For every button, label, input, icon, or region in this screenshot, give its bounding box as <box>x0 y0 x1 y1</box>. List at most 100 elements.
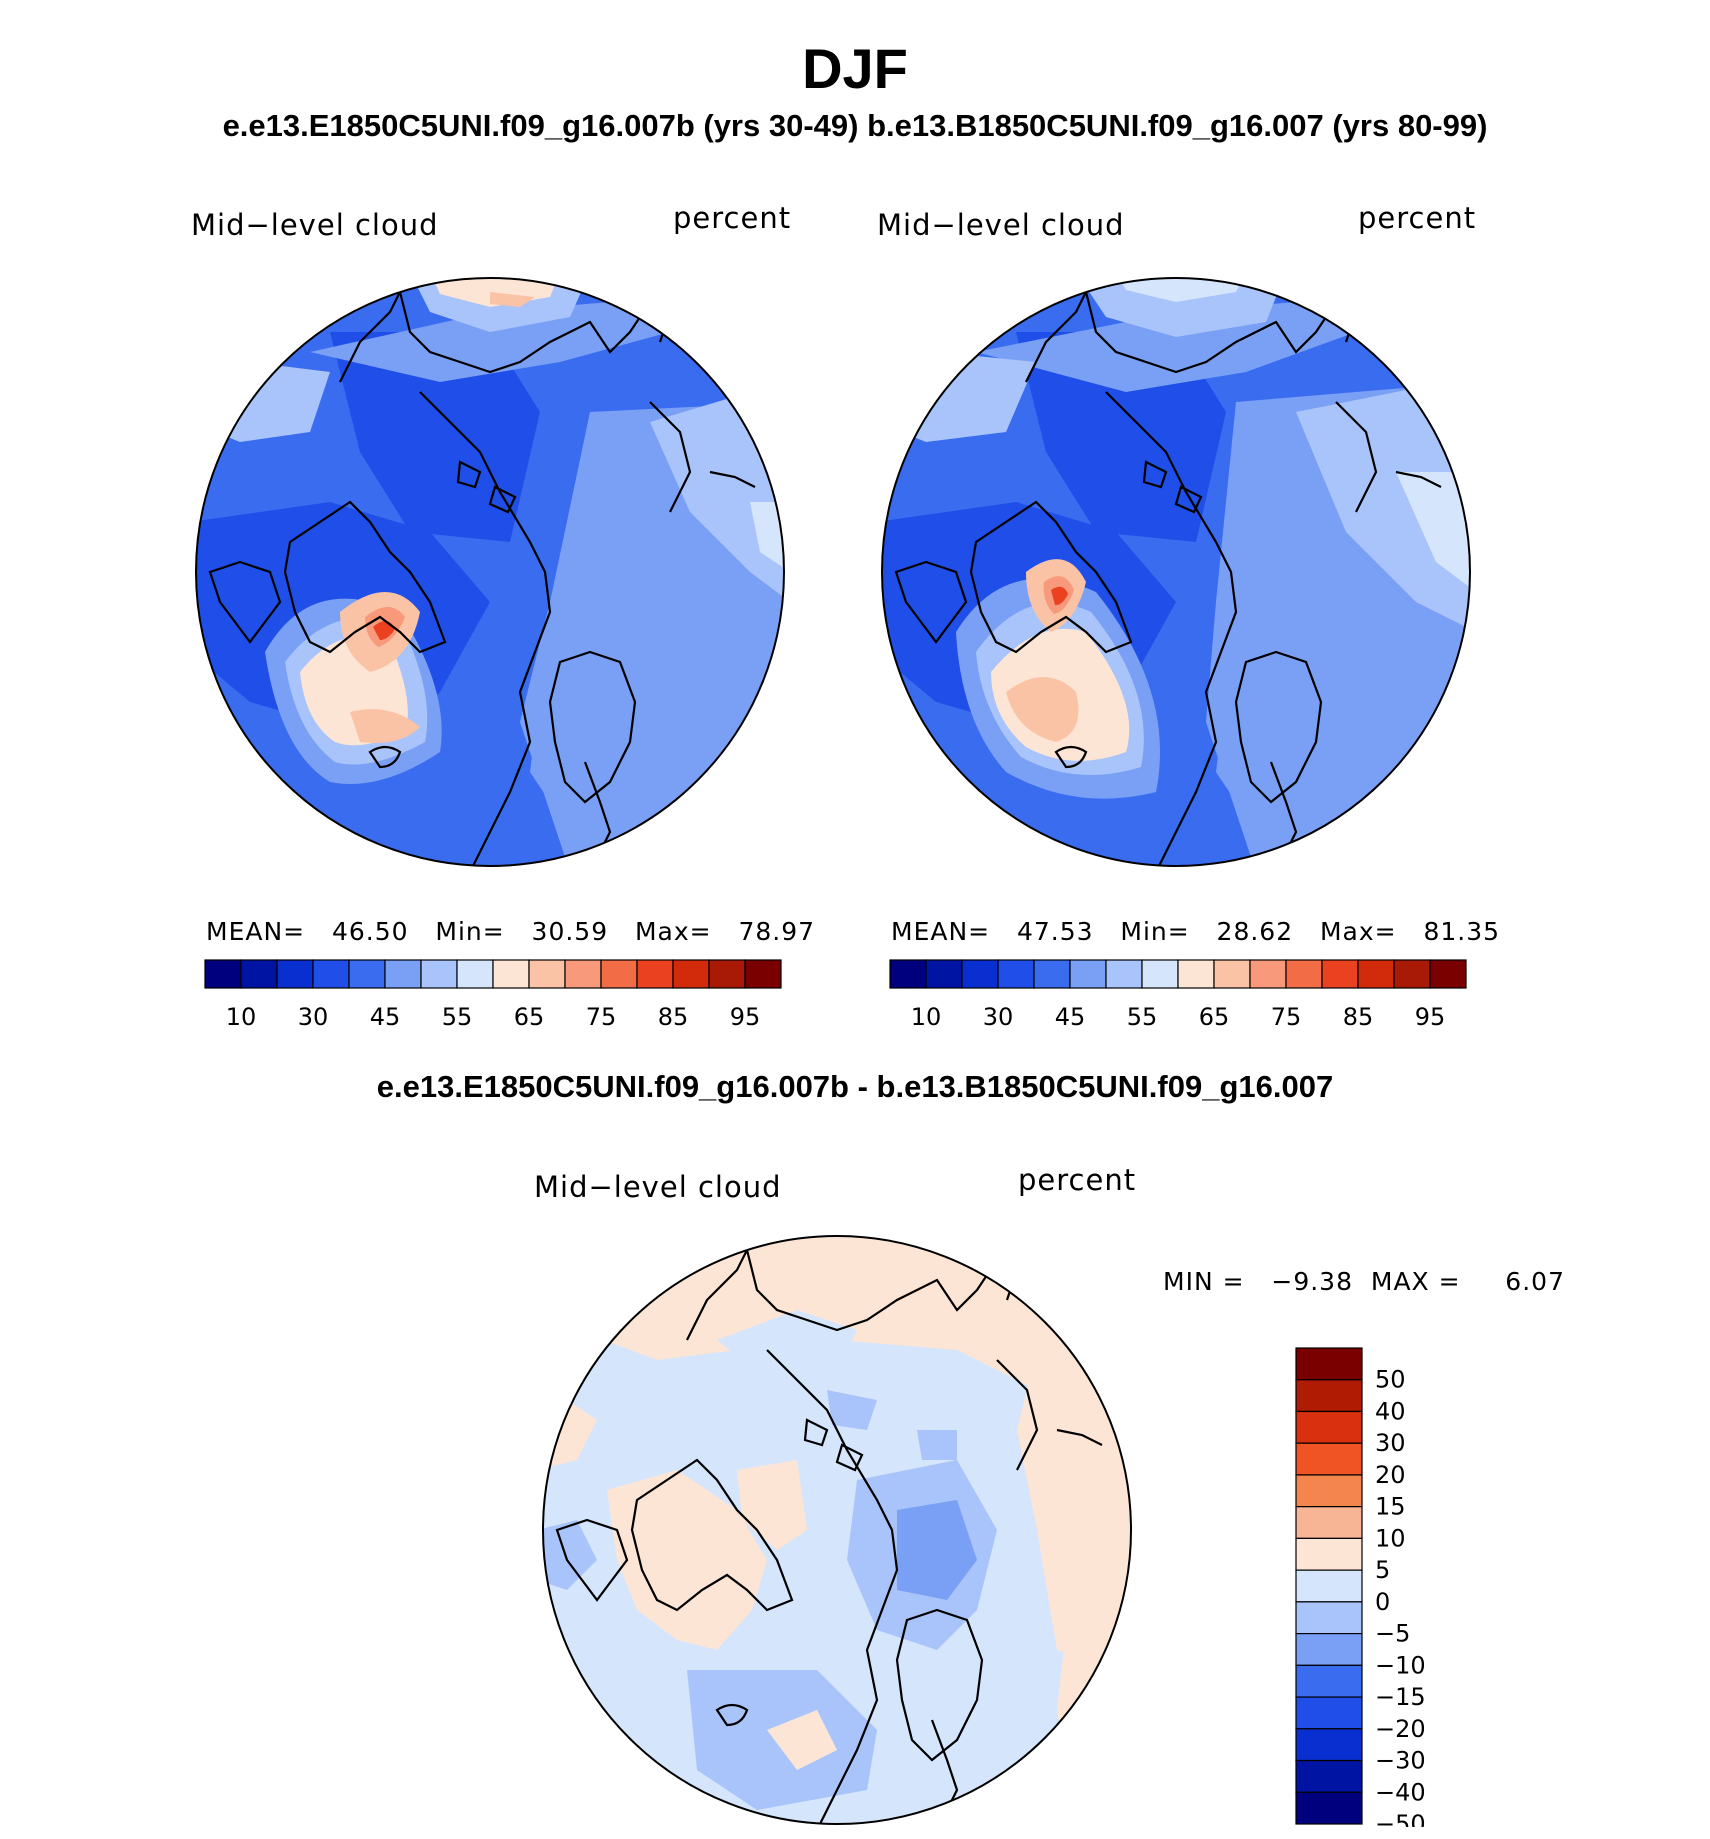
diff-colorbar-swatch <box>1295 1759 1363 1793</box>
diff-units-label: percent <box>1018 1163 1137 1197</box>
panel2-max-key: Max= <box>1319 917 1397 946</box>
diff-colorbar-tick-label: −5 <box>1375 1620 1410 1648</box>
panel1-colorbar-swatch <box>276 959 314 989</box>
panel2-polar-map <box>881 277 1471 867</box>
panel1-colorbar-swatch <box>672 959 710 989</box>
panel2-units-label: percent <box>1358 201 1477 235</box>
panel2-mean-value: 47.53 <box>1016 917 1094 946</box>
diff-colorbar-swatch <box>1295 1474 1363 1508</box>
panel2-colorbar-tick-label: 10 <box>911 1003 942 1029</box>
panel2-colorbar-tick-label: 65 <box>1199 1003 1230 1029</box>
panel1-colorbar-tick-label: 85 <box>658 1003 689 1029</box>
panel2-colorbar-tick-label: 75 <box>1271 1003 1302 1029</box>
panel1-colorbar-swatch <box>456 959 494 989</box>
panel1-colorbar-swatch <box>240 959 278 989</box>
panel1-polar-map <box>195 277 785 867</box>
panel2-colorbar-swatch <box>1393 959 1431 989</box>
diff-colorbar-tick-label: −40 <box>1375 1778 1426 1806</box>
panel1-colorbar-tick-label: 55 <box>442 1003 473 1029</box>
panel1-max-key: Max= <box>634 917 712 946</box>
panel1-colorbar-swatch <box>744 959 782 989</box>
panel1-colorbar-tick-label: 75 <box>586 1003 617 1029</box>
diff-colorbar-swatch <box>1295 1442 1363 1476</box>
panel1-colorbar-swatch <box>384 959 422 989</box>
panel2-stats: MEAN= 47.53 Min= 28.62 Max= 81.35 <box>891 917 1500 946</box>
panel2-min-value: 28.62 <box>1216 917 1294 946</box>
diff-colorbar-tick-label: 40 <box>1375 1397 1406 1425</box>
diff-colorbar-swatch <box>1295 1633 1363 1666</box>
panel1-colorbar-swatch <box>564 959 602 989</box>
panel1-min-value: 30.59 <box>531 917 609 946</box>
panel1-colorbar-swatch <box>348 959 386 989</box>
panel1-colorbar-swatch <box>420 959 458 989</box>
panel2-colorbar-swatch <box>1285 959 1323 989</box>
figure-subtitle: e.e13.E1850C5UNI.f09_g16.007b (yrs 30-49… <box>222 108 1488 143</box>
panel1-mean-key: MEAN= <box>206 917 306 946</box>
panel2-max-value: 81.35 <box>1423 917 1501 946</box>
panel2-colorbar-swatch <box>889 959 927 989</box>
panel2-variable-label: Mid−level cloud <box>877 208 1125 242</box>
panel1-mean-value: 46.50 <box>331 917 409 946</box>
diff-colorbar-tick-label: −30 <box>1375 1747 1426 1775</box>
panel2-colorbar-swatch <box>1069 959 1107 989</box>
panel2-colorbar-tick-label: 95 <box>1415 1003 1446 1029</box>
panel1-colorbar-tick-label: 95 <box>730 1003 761 1029</box>
panel1-colorbar-swatch <box>528 959 566 989</box>
panel2-colorbar-swatch <box>1357 959 1395 989</box>
diff-colorbar-tick-label: −20 <box>1375 1715 1426 1743</box>
panel1-colorbar-tick-label: 10 <box>226 1003 257 1029</box>
panel2-min-key: Min= <box>1120 917 1190 946</box>
panel1-colorbar: 10 30 45 55 65 75 85 95 <box>204 959 782 1029</box>
panel1-colorbar-tick-label: 30 <box>298 1003 329 1029</box>
panel2-colorbar-tick-label: 85 <box>1343 1003 1374 1029</box>
panel1-colorbar-swatch <box>204 959 242 989</box>
panel1-max-value: 78.97 <box>738 917 816 946</box>
diff-colorbar-swatch <box>1295 1347 1363 1381</box>
panel1-colorbar-swatch <box>708 959 746 989</box>
diff-colorbar-swatch <box>1295 1410 1363 1444</box>
panel2-colorbar-swatch <box>1249 959 1287 989</box>
panel1-colorbar-swatch <box>312 959 350 989</box>
panel2-colorbar-swatch <box>1213 959 1251 989</box>
panel1-colorbar-tick-label: 45 <box>370 1003 401 1029</box>
diff-colorbar-swatch <box>1295 1379 1363 1413</box>
diff-colorbar-tick-label: 0 <box>1375 1588 1390 1616</box>
diff-colorbar-tick-label: 30 <box>1375 1429 1406 1457</box>
diff-variable-label: Mid−level cloud <box>534 1170 782 1204</box>
figure-title: DJF <box>802 37 908 100</box>
diff-colorbar-swatch <box>1295 1664 1363 1698</box>
diff-colorbar-swatch <box>1295 1791 1363 1825</box>
diff-colorbar-swatch <box>1295 1696 1363 1730</box>
panel2-colorbar-swatch <box>1141 959 1179 989</box>
panel2-colorbar-swatch <box>961 959 999 989</box>
panel2-colorbar-tick-label: 55 <box>1127 1003 1158 1029</box>
diff-colorbar-swatch <box>1295 1537 1363 1571</box>
panel2-mean-key: MEAN= <box>891 917 991 946</box>
panel2-colorbar-swatch <box>1033 959 1071 989</box>
diff-colorbar-tick-label: −50 <box>1375 1810 1426 1827</box>
diff-colorbar-tick-label: 20 <box>1375 1461 1406 1489</box>
panel1-colorbar-swatch <box>636 959 674 989</box>
diff-colorbar-tick-label: 50 <box>1375 1366 1406 1394</box>
panel1-min-key: Min= <box>435 917 505 946</box>
diff-colorbar-tick-label: 10 <box>1375 1524 1406 1552</box>
panel2-colorbar-tick-label: 45 <box>1055 1003 1086 1029</box>
diff-colorbar-swatch <box>1295 1601 1363 1635</box>
diff-minmax: MIN = −9.38 MAX = 6.07 <box>1163 1267 1565 1296</box>
diff-polar-map <box>542 1235 1132 1825</box>
diff-colorbar-tick-label: −15 <box>1375 1683 1426 1711</box>
diff-colorbar-swatch <box>1295 1728 1363 1762</box>
panel2-colorbar-swatch <box>1429 959 1467 989</box>
difference-title: e.e13.E1850C5UNI.f09_g16.007b - b.e13.B1… <box>376 1069 1334 1104</box>
panel2-colorbar-swatch <box>1177 959 1215 989</box>
panel2-colorbar: 10 30 45 55 65 75 85 95 <box>889 959 1467 1029</box>
diff-colorbar-swatch <box>1295 1569 1363 1603</box>
panel1-colorbar-tick-label: 65 <box>514 1003 545 1029</box>
panel1-colorbar-swatch <box>600 959 638 989</box>
diff-colorbar-swatch <box>1295 1506 1363 1540</box>
panel1-stats: MEAN= 46.50 Min= 30.59 Max= 78.97 <box>206 917 815 946</box>
panel2-colorbar-swatch <box>925 959 963 989</box>
panel2-colorbar-swatch <box>1105 959 1143 989</box>
diff-colorbar-tick-label: 5 <box>1375 1556 1390 1584</box>
